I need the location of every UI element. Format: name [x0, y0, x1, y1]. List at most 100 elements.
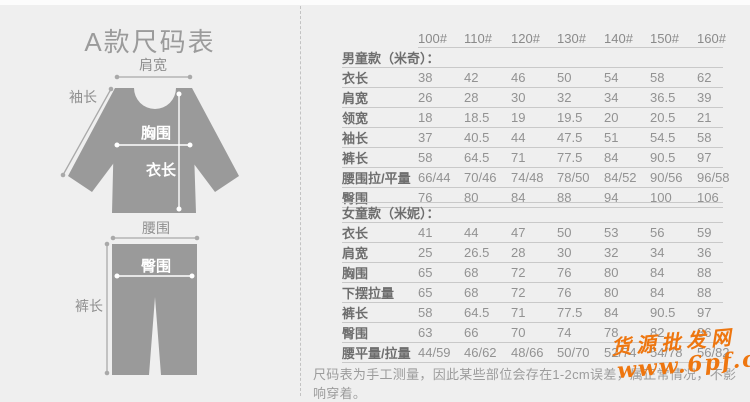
waist-label: 腰围: [142, 220, 170, 236]
cell-value: 38: [418, 67, 464, 88]
cell-value: 58: [418, 147, 464, 168]
cell-value: 18.5: [464, 107, 511, 128]
cell-value: 48/66: [511, 342, 557, 363]
measure-dot: [176, 91, 182, 97]
table-row: 领宽 18 18.5 19 19.5 20 20.5 21: [342, 107, 723, 128]
row-label: 裤长: [342, 302, 418, 323]
chest-label: 胸围: [141, 124, 171, 142]
table-row: 下摆拉量 65 68 72 76 80 84 88: [342, 282, 723, 303]
cell-value: 77.5: [557, 147, 604, 168]
cell-value: 21: [697, 107, 723, 128]
cell-value: 72: [511, 262, 557, 283]
size-column-header: 160#: [697, 30, 726, 48]
cell-value: 84: [650, 282, 697, 303]
cell-value: 74/48: [511, 167, 557, 188]
cell-value: 26: [418, 87, 464, 108]
measure-dot: [60, 172, 66, 178]
cell-value: 65: [418, 262, 464, 283]
cell-value: 47.5: [557, 127, 604, 148]
measurement-diagram-panel: A款尺码表 肩宽 袖长 胸围 衣长 腰围: [0, 5, 300, 402]
cell-value: 50: [557, 222, 604, 243]
cell-value: 50/70: [557, 342, 604, 363]
size-column-header: 100#: [418, 30, 464, 48]
diagram-title: A款尺码表: [84, 27, 216, 57]
table-row: 衣长 41 44 47 50 53 56 59: [342, 222, 723, 243]
cell-value: 82: [650, 322, 697, 343]
row-label: 衣长: [342, 67, 418, 88]
cell-value: 39: [697, 87, 723, 108]
cell-value: 28: [464, 87, 511, 108]
cell-value: 46: [511, 67, 557, 88]
table-row: 胸围 65 68 72 76 80 84 88: [342, 262, 723, 283]
cell-value: 88: [697, 262, 723, 283]
size-column-header: 140#: [604, 30, 650, 48]
cell-value: 70/46: [464, 167, 511, 188]
size-columns-row: 100# 110# 120# 130# 140# 150# 160#: [342, 30, 726, 48]
size-column-header: 110#: [464, 30, 511, 48]
table-row: 衣长 38 42 46 50 54 58 62: [342, 67, 723, 88]
measure-dot: [108, 86, 114, 92]
row-label: 腰围拉/平量: [342, 167, 418, 188]
cell-value: 19: [511, 107, 557, 128]
cell-value: 44/59: [418, 342, 464, 363]
cell-value: 19.5: [557, 107, 604, 128]
measure-dot: [104, 370, 110, 376]
cell-value: 58: [418, 302, 464, 323]
cell-value: 32: [557, 87, 604, 108]
cell-value: 66/44: [418, 167, 464, 188]
row-label: 肩宽: [342, 87, 418, 108]
cell-value: 36.5: [650, 87, 697, 108]
cell-value: 90.5: [650, 302, 697, 323]
measure-dot: [114, 273, 120, 279]
measure-dot: [194, 235, 200, 241]
row-label: 肩宽: [342, 242, 418, 263]
cell-value: 30: [511, 87, 557, 108]
measure-dot: [110, 235, 116, 241]
garment-diagram: 肩宽 袖长 胸围 衣长 腰围 臀围: [60, 57, 239, 376]
cell-value: 78: [604, 322, 650, 343]
cell-value: 80: [604, 282, 650, 303]
cell-value: 36: [697, 242, 723, 263]
cell-value: 70: [511, 322, 557, 343]
cell-value: 44: [511, 127, 557, 148]
row-label: 腰平量/拉量: [342, 342, 418, 363]
table-row: 腰围拉/平量 66/44 70/46 74/48 78/50 84/52 90/56 96/5…: [342, 167, 730, 188]
cell-value: 63: [418, 322, 464, 343]
cell-value: 64.5: [464, 147, 511, 168]
row-label: 领宽: [342, 107, 418, 128]
cell-value: 71: [511, 302, 557, 323]
measure-dot: [114, 142, 120, 148]
table-row: 袖长 37 40.5 44 47.5 51 54.5 58: [342, 127, 723, 148]
cell-value: 47: [511, 222, 557, 243]
cell-value: 72: [511, 282, 557, 303]
cell-value: 46/62: [464, 342, 511, 363]
cell-value: 66: [464, 322, 511, 343]
cell-value: 62: [697, 67, 723, 88]
cell-value: 30: [557, 242, 604, 263]
cell-value: 84: [604, 302, 650, 323]
size-column-header: 150#: [650, 30, 697, 48]
cell-value: 20: [604, 107, 650, 128]
row-label: 衣长: [342, 222, 418, 243]
page-top-edge: [0, 0, 750, 5]
size-column-header: 120#: [511, 30, 557, 48]
row-label: 裤长: [342, 147, 418, 168]
cell-value: 51: [604, 127, 650, 148]
cell-value: 76: [557, 262, 604, 283]
boys-size-table: 100# 110# 120# 130# 140# 150# 160# 男童款（米奇）： 衣长 38…: [342, 30, 730, 208]
row-label: 下摆拉量: [342, 282, 418, 303]
cell-value: 32: [604, 242, 650, 263]
pants-length-label: 裤长: [75, 298, 103, 314]
cell-value: 59: [697, 222, 723, 243]
table-row: 肩宽 25 26.5 28 30 32 34 36: [342, 242, 723, 263]
cell-value: 44: [464, 222, 511, 243]
hip-label: 臀围: [141, 257, 171, 275]
cell-value: 58: [650, 67, 697, 88]
cell-value: 74: [557, 322, 604, 343]
cell-value: 26.5: [464, 242, 511, 263]
section-header-row: 男童款（米奇）：: [342, 47, 723, 68]
cell-value: 40.5: [464, 127, 511, 148]
cell-value: 65: [418, 282, 464, 303]
sleeve-measure-line: [62, 88, 112, 176]
cell-value: 54.5: [650, 127, 697, 148]
